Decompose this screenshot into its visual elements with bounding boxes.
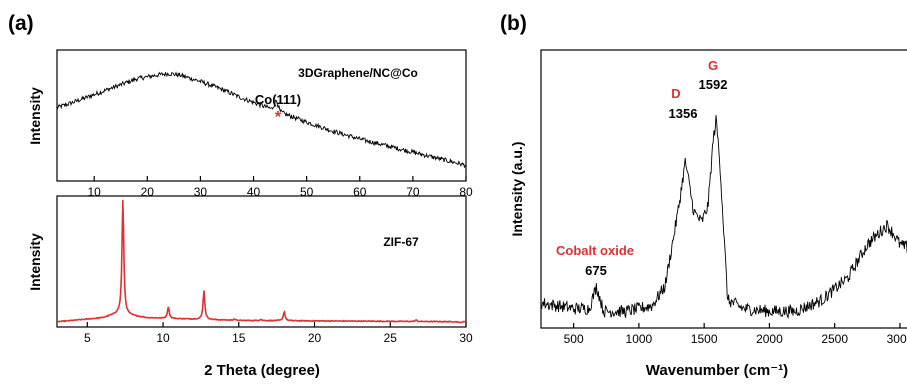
chart-a-top-xtick-label: 30 <box>194 185 208 199</box>
chart-b: 500 1000 1500 2000 2500 3000 Intensity (a.u.)… <box>509 49 907 379</box>
chart-b-xtick-label: 1500 <box>691 332 718 346</box>
chart-a-top-xtick-label: 20 <box>141 185 155 199</box>
chart-a-bottom-ylabel: Intensity <box>27 233 43 291</box>
chart-b-annotation-1592: 1592 <box>699 77 728 92</box>
chart-b-xlabel: Wavenumber (cm⁻¹) <box>646 362 788 379</box>
chart-b-annotation-675: 675 <box>585 263 607 278</box>
chart-a-bottom-legend-label: ZIF-67 <box>383 235 419 249</box>
chart-b-annotation-d: D <box>671 86 680 101</box>
chart-b-ylabel: Intensity (a.u.) <box>509 142 525 237</box>
chart-a-bottom-xtick-label: 25 <box>384 331 398 345</box>
chart-a-bottom-xtick-label: 20 <box>308 331 322 345</box>
chart-b-frame <box>540 49 907 329</box>
chart-a-bottom-series-line <box>56 200 467 324</box>
chart-b-xtick-label: 2500 <box>821 332 848 346</box>
chart-a-bottom-xtick-label: 15 <box>232 331 246 345</box>
chart-a-bottom-xlabel: 2 Theta (degree) <box>204 362 320 379</box>
panel-label-a: (a) <box>8 12 34 35</box>
chart-a-bottom-xtick-label: 30 <box>459 331 473 345</box>
chart-b-xtick-label: 1000 <box>626 332 653 346</box>
chart-a-top-legend-label: 3DGraphene/NC@Co <box>298 66 418 80</box>
chart-a-top-xtick-label: 10 <box>88 185 102 199</box>
chart-a-top-ylabel: Intensity <box>27 87 43 145</box>
chart-a-bottom-xtick-label: 10 <box>156 331 170 345</box>
chart-a-top-xtick-label: 60 <box>353 185 367 199</box>
chart-b-annotation-g: G <box>708 58 718 73</box>
chart-b-annotation-cobalt-oxide: Cobalt oxide <box>556 243 634 258</box>
panel-label-b: (b) <box>500 12 527 35</box>
chart-a-top-xtick-label: 40 <box>247 185 261 199</box>
chart-a-top-annotation-star: * <box>275 109 282 126</box>
chart-a-top-frame <box>56 49 467 182</box>
chart-b-series-line <box>540 115 907 320</box>
chart-a-top-xtick-label: 50 <box>300 185 314 199</box>
chart-a-top-xtick-label: 70 <box>406 185 420 199</box>
chart-b-xtick-label: 500 <box>564 332 584 346</box>
chart-a-top-series-line <box>56 71 467 169</box>
chart-a-top: 10 20 30 40 50 60 70 80 Intensity 3DGraphene/NC… <box>27 49 473 199</box>
chart-b-xtick-label: 3000 <box>887 332 907 346</box>
chart-a-top-annotation-co111: Co(111) <box>255 92 301 107</box>
chart-a-bottom: 5 10 15 20 25 30 Intensity ZIF-67 2 Theta (de… <box>27 195 473 379</box>
chart-a-bottom-frame <box>56 195 467 328</box>
chart-a-bottom-xtick-label: 5 <box>84 331 91 345</box>
chart-b-annotation-1356: 1356 <box>669 106 698 121</box>
chart-b-xtick-label: 2000 <box>756 332 783 346</box>
